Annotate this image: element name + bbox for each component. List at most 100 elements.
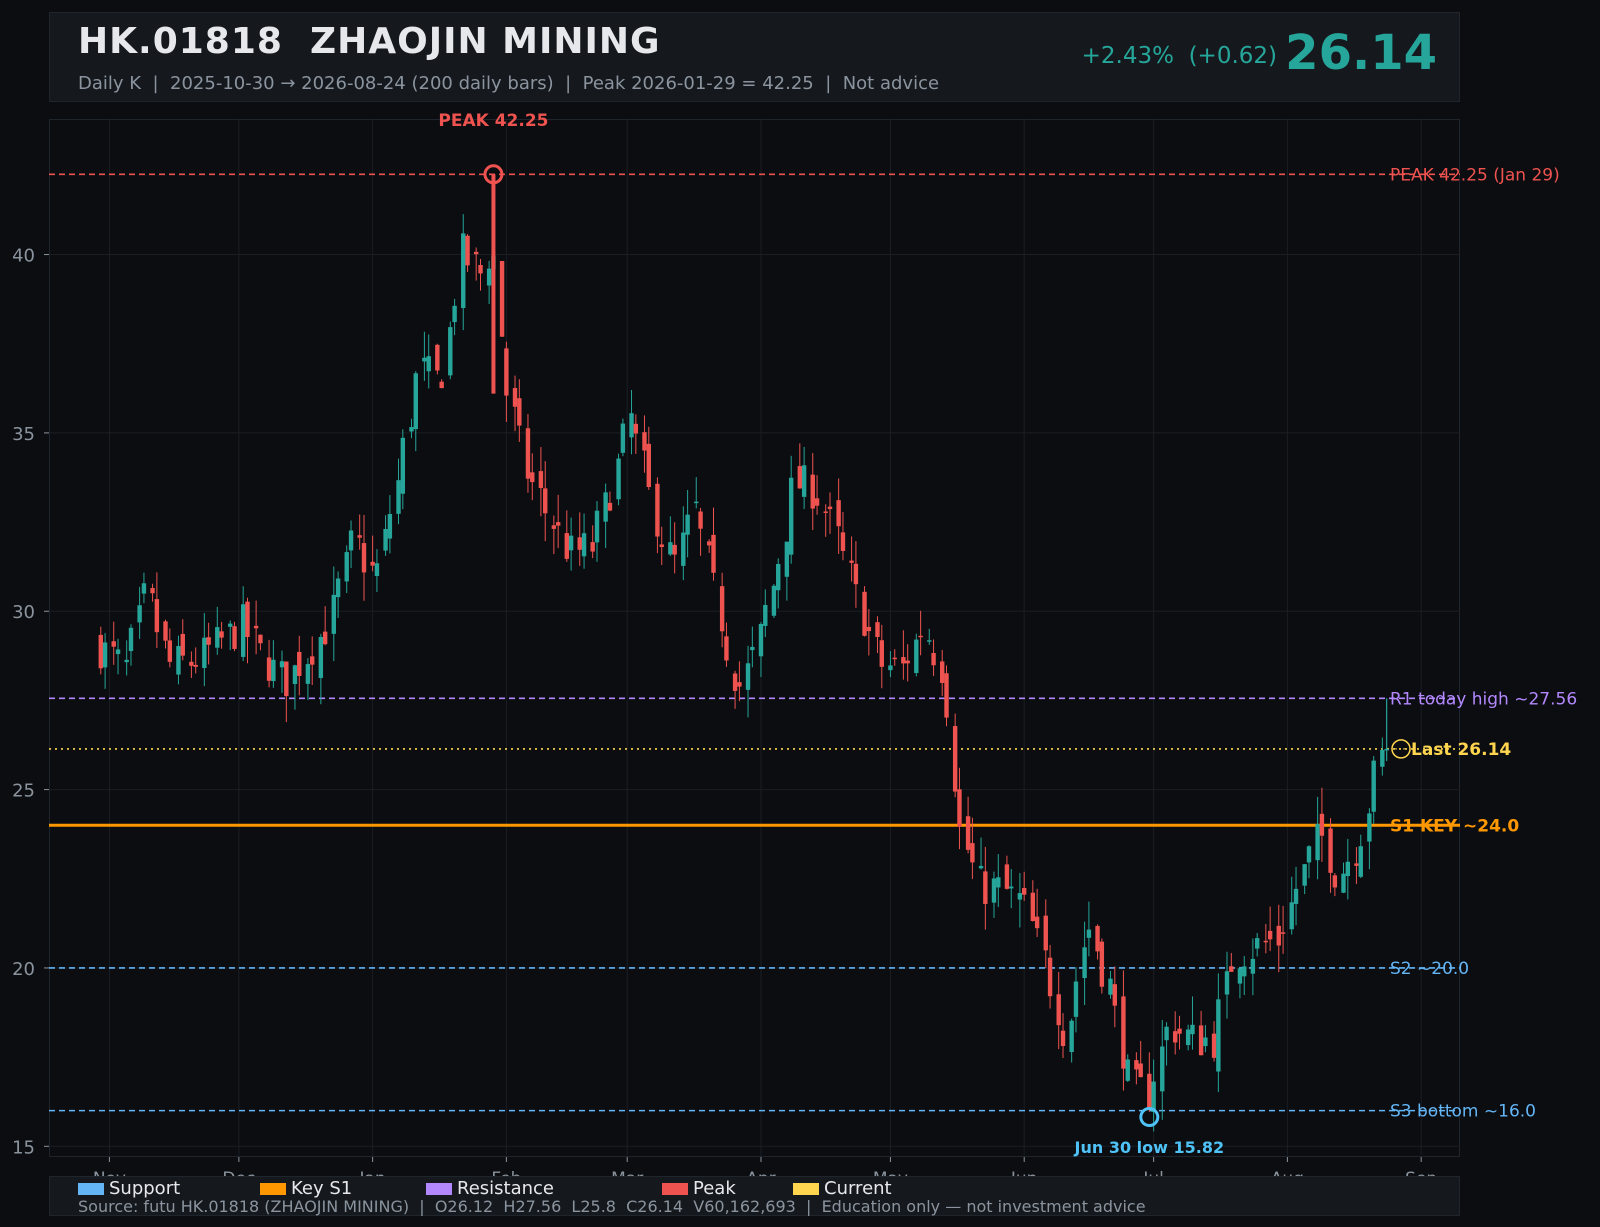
candle-body <box>875 622 880 637</box>
candle-body <box>633 423 639 434</box>
candle-body <box>603 492 608 522</box>
candle-body <box>694 501 699 504</box>
candle-body <box>732 673 738 691</box>
candle-body <box>322 631 328 645</box>
candle-body <box>1138 1063 1143 1078</box>
candle-body <box>978 865 984 869</box>
candle-body <box>888 665 893 671</box>
candle-body <box>1358 846 1363 877</box>
candle-body <box>555 522 561 526</box>
y-tick-label: 30 <box>12 602 35 623</box>
candle-body <box>642 432 647 451</box>
candle-body <box>357 535 362 538</box>
candle-body <box>927 640 932 642</box>
candle-body <box>530 472 535 483</box>
y-tick-label: 40 <box>12 246 35 267</box>
candle-body <box>862 591 867 636</box>
candle-body <box>1086 929 1092 938</box>
candle-body <box>827 506 833 510</box>
candle-body <box>655 483 660 537</box>
candle-body <box>711 534 716 573</box>
candle-body <box>115 649 121 655</box>
candle-body <box>931 652 936 666</box>
candle-body <box>853 563 859 585</box>
candle-body <box>228 623 233 627</box>
source-note: Source: futu HK.01818 (ZHAOJIN MINING) |… <box>78 1197 1146 1216</box>
legend-item-current: Current <box>793 1178 892 1199</box>
candle-body <box>849 560 854 563</box>
candle-body <box>98 634 103 669</box>
candle-body <box>1004 864 1010 889</box>
candle-body <box>892 657 897 660</box>
candle-body <box>681 532 686 566</box>
candle-body <box>672 544 677 555</box>
legend-label: Support <box>109 1178 181 1199</box>
candle-body <box>202 637 207 669</box>
level-label-support: S3 bottom ~16.0 <box>1390 1102 1536 1122</box>
candle-body <box>348 530 354 551</box>
candle-body <box>111 641 116 647</box>
candle-body <box>1108 978 1113 995</box>
candle-body <box>1280 932 1286 934</box>
candle-body <box>996 877 1001 888</box>
candle-body <box>564 533 569 559</box>
candle-body <box>1276 925 1281 946</box>
candle-body <box>1224 971 1230 995</box>
candle-body <box>439 381 444 389</box>
candle-body <box>512 388 518 407</box>
candle-body <box>1177 1028 1182 1034</box>
candle-body <box>1125 1059 1130 1081</box>
candle-body <box>435 344 440 371</box>
candle-body <box>387 514 393 539</box>
candle-body <box>258 634 263 644</box>
candle-body <box>810 474 815 509</box>
candle-body <box>776 563 781 591</box>
candle-body <box>141 583 147 594</box>
candle-body <box>1198 1025 1204 1056</box>
candle-body <box>292 665 298 685</box>
candle-body <box>370 561 375 566</box>
candle-body <box>590 542 595 552</box>
candle-body <box>1017 893 1023 900</box>
candle-body <box>706 541 712 546</box>
candle-body <box>180 633 185 656</box>
candle-body <box>344 552 349 582</box>
candle-body <box>952 726 958 792</box>
candle-body <box>1160 1046 1165 1092</box>
candle-body <box>1254 938 1260 949</box>
candle-body <box>266 657 272 681</box>
candle-body <box>750 646 755 651</box>
candle-body <box>1099 941 1105 987</box>
candle-body <box>473 251 479 255</box>
candle-body <box>284 661 289 697</box>
candle-body <box>668 542 673 555</box>
candle-body <box>1185 1029 1191 1046</box>
candle-body <box>310 656 315 665</box>
current-price-marker <box>1391 739 1411 759</box>
candle-body <box>905 660 910 664</box>
candle-body <box>305 664 311 684</box>
candle-body <box>629 413 634 438</box>
candle-body <box>1319 813 1325 836</box>
candle-body <box>486 268 492 286</box>
candle-body <box>150 588 155 594</box>
chart-subtitle: Daily K | 2025-10-30 → 2026-08-24 (200 d… <box>78 73 940 94</box>
candle-body <box>128 627 134 652</box>
candle-body <box>413 373 418 430</box>
legend-item-key-s1: Key S1 <box>260 1178 426 1199</box>
candle-body <box>737 682 742 687</box>
candle-body <box>784 541 790 577</box>
candle-body <box>1250 958 1256 974</box>
candle-body <box>1211 1033 1217 1058</box>
candle-body <box>1306 846 1312 863</box>
footer-panel: Support Key S1 Resistance Peak Current S… <box>49 1176 1460 1216</box>
candle-body <box>215 627 220 648</box>
candle-body <box>551 525 557 529</box>
legend-item-support: Support <box>78 1178 260 1199</box>
candle-body <box>1056 994 1061 1026</box>
legend-swatch-resistance <box>426 1182 452 1195</box>
candle-body <box>1047 957 1053 997</box>
candle-body <box>176 646 181 675</box>
candle-body <box>102 642 108 668</box>
candle-body <box>991 878 997 903</box>
